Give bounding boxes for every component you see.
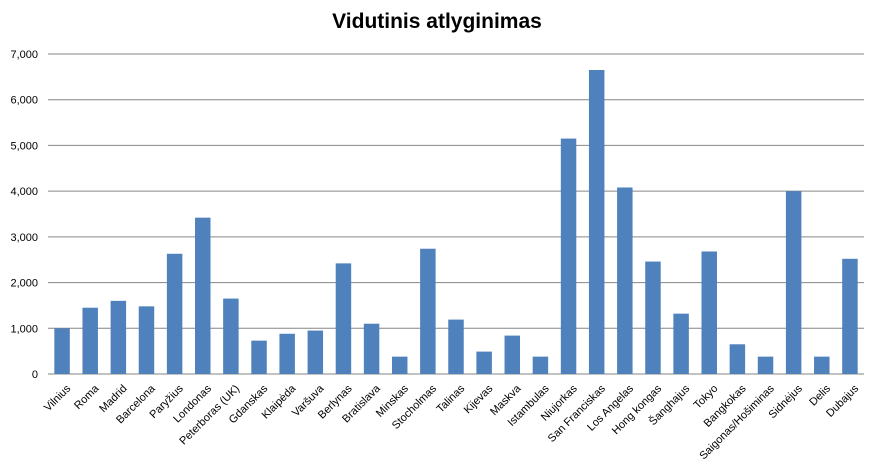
y-tick-label: 7,000: [10, 49, 38, 61]
bar-san-franciskas: [588, 70, 605, 374]
bar-bangkokas: [729, 344, 746, 374]
bar-niujorkas: [560, 138, 577, 374]
bar-roma: [82, 307, 98, 374]
bar-bratislava: [363, 323, 380, 374]
bar-istambulas: [532, 356, 549, 374]
bar-sidn-jus: [785, 191, 802, 374]
bar-var-uva: [307, 330, 324, 374]
bars: [54, 70, 858, 374]
bar-pary-ius: [166, 253, 183, 374]
bar-saigonas-ho-iminas: [757, 356, 774, 374]
bar-londonas: [195, 217, 211, 374]
bar-minskas: [391, 356, 408, 374]
y-tick-label: 6,000: [10, 95, 38, 107]
bar--anghajus: [673, 313, 689, 374]
y-tick-label: 4,000: [10, 186, 38, 198]
bar-berlynas: [335, 263, 352, 374]
y-tick-label: 5,000: [10, 140, 38, 152]
x-tick-label: Vilnius: [42, 382, 74, 414]
bar-peterboras-uk-: [223, 298, 239, 374]
bar-tokyo: [701, 251, 717, 374]
bar-talinas: [448, 319, 464, 374]
bar-madrid: [110, 300, 127, 374]
bar-kijevas: [476, 351, 492, 374]
bar-stocholmas: [420, 248, 436, 374]
x-tick-label: Talinas: [435, 382, 468, 415]
bar-delis: [814, 356, 830, 374]
bar-hong-kongas: [645, 261, 661, 374]
x-axis-labels: VilniusRomaMadridBarcelonaParyžiusLondon…: [42, 382, 861, 462]
y-tick-label: 2,000: [10, 278, 38, 290]
y-tick-label: 1,000: [10, 323, 38, 335]
y-axis-labels: 0 1,000 2,000 3,000 4,000 5,000 6,000 7,000: [10, 49, 38, 381]
bar-barcelona: [138, 306, 155, 374]
y-tick-label: 3,000: [10, 232, 38, 244]
bar-los-angelas: [617, 187, 633, 374]
chart-title: Vidutinis atlyginimas: [332, 10, 542, 33]
bar-gdanskas: [251, 340, 267, 374]
y-tick-label: 0: [32, 369, 38, 381]
bar-klaip-da: [279, 333, 295, 374]
bar-maskva: [504, 335, 521, 374]
bar-vilnius: [54, 328, 70, 374]
bar-dubajus: [842, 258, 858, 374]
